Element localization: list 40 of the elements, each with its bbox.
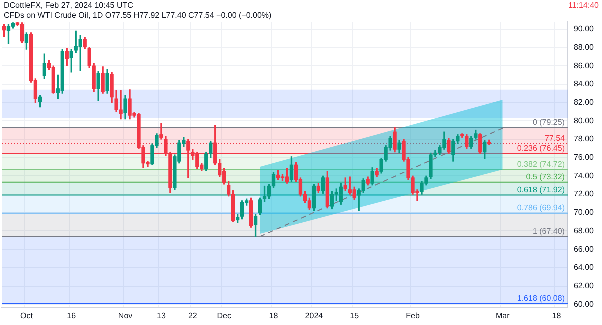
ref-line-label: 0.618 (71.92) — [517, 185, 566, 194]
x-tick-label: 13 — [157, 311, 166, 320]
y-tick-label: 90.00 — [574, 24, 595, 34]
y-tick-label: 60.00 — [574, 300, 595, 309]
y-tick-label: 74.00 — [574, 171, 595, 180]
y-tick-label: 64.00 — [574, 263, 595, 272]
y-tick-label: 86.00 — [574, 61, 595, 70]
ref-line-label: 77.54 — [544, 134, 566, 143]
x-tick-label: 18 — [269, 311, 279, 320]
chart-subtitle: CFDs on WTI Crude Oil, 1D O77.55 H77.92 L77.40 C77.54 −0.00 (−0.00%) — [4, 11, 272, 20]
y-tick-label: 84.00 — [574, 80, 595, 89]
text: 11:14:40 — [568, 1, 599, 10]
x-tick-label: Dec — [217, 311, 232, 320]
y-tick-label: 80.00 — [574, 116, 595, 126]
y-tick-label: 76.00 — [574, 153, 595, 162]
y-tick-label: 82.00 — [574, 98, 595, 107]
ref-line-label: 0.5 (73.32) — [526, 172, 566, 182]
ref-line-label: 1.618 (60.08) — [517, 294, 566, 304]
y-tick-label: 66.00 — [574, 244, 595, 254]
x-tick-label: 16 — [67, 311, 77, 320]
y-tick-label: 70.00 — [574, 208, 595, 218]
y-tick-label: 88.00 — [574, 42, 595, 52]
x-tick-label: Mar — [496, 311, 510, 320]
ref-line-label: 0.236 (76.45) — [517, 144, 566, 153]
ref-line-label: 1 (67.40) — [532, 226, 566, 236]
ref-line-label: 0.786 (69.94) — [517, 204, 566, 213]
chart-title: DCottleFX, Feb 27, 2024 10:45 UTC — [4, 1, 134, 10]
x-tick-label: Nov — [118, 311, 133, 320]
ref-line-label: 0.382 (74.72) — [517, 160, 566, 169]
x-tick-label: 22 — [188, 311, 198, 320]
y-tick-label: 62.00 — [574, 281, 595, 290]
y-tick-label: 68.00 — [574, 226, 595, 236]
x-tick-label: Oct — [20, 311, 34, 320]
ref-line-label: 0 (79.25) — [532, 118, 566, 128]
x-tick-label: 18 — [552, 311, 562, 320]
x-tick-label: 2024 — [305, 311, 324, 320]
y-tick-label: 78.00 — [574, 134, 595, 144]
x-tick-label: 15 — [350, 311, 360, 320]
x-tick-label: Feb — [406, 311, 420, 320]
y-tick-label: 72.00 — [574, 190, 595, 199]
